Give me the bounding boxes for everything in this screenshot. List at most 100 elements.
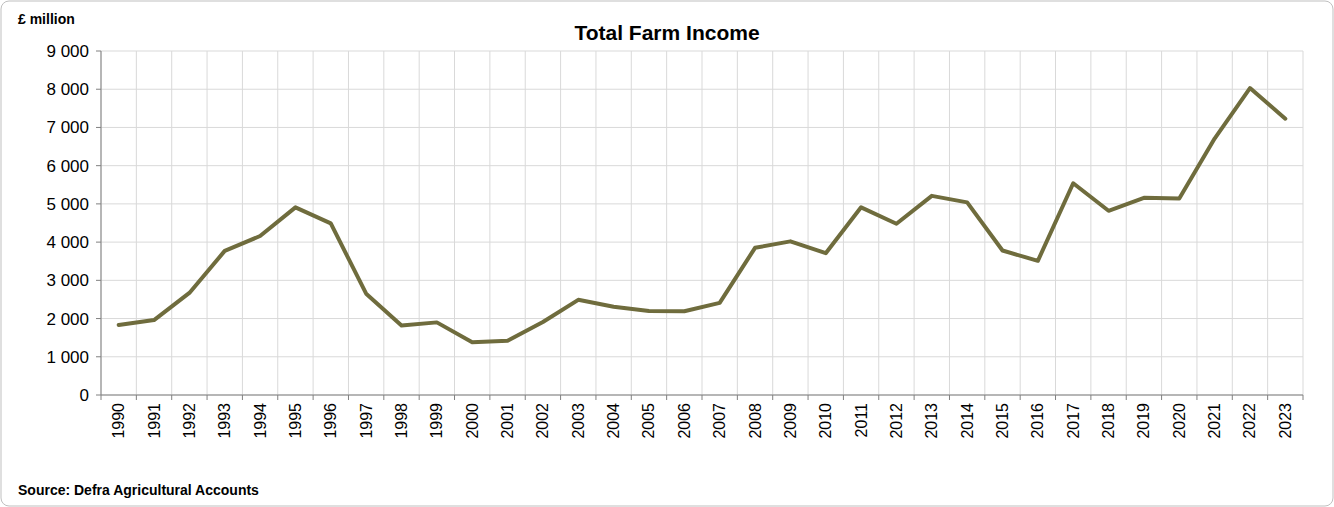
x-gridline bbox=[136, 51, 137, 395]
x-tick-label: 2004 bbox=[605, 403, 622, 439]
x-tick-label: 2019 bbox=[1135, 403, 1152, 439]
y-tick-label: 8 000 bbox=[46, 80, 89, 99]
y-tick-label: 2 000 bbox=[46, 310, 89, 329]
x-tick bbox=[808, 395, 809, 400]
x-gridline bbox=[772, 51, 773, 395]
x-tick-label: 2003 bbox=[570, 403, 587, 439]
x-tick bbox=[843, 395, 844, 400]
data-line bbox=[119, 88, 1286, 342]
x-tick-label: 2014 bbox=[959, 403, 976, 439]
x-gridline bbox=[207, 51, 208, 395]
x-tick bbox=[1196, 395, 1197, 400]
x-tick bbox=[101, 395, 102, 400]
x-tick-label: 1998 bbox=[393, 403, 410, 439]
x-tick bbox=[772, 395, 773, 400]
x-tick bbox=[1267, 395, 1268, 400]
x-gridline bbox=[419, 51, 420, 395]
x-gridline bbox=[1020, 51, 1021, 395]
x-tick bbox=[525, 395, 526, 400]
x-tick-label: 2021 bbox=[1206, 403, 1223, 439]
x-gridline bbox=[1090, 51, 1091, 395]
x-gridline bbox=[914, 51, 915, 395]
y-tick-label: 3 000 bbox=[46, 271, 89, 290]
x-tick-label: 2017 bbox=[1065, 403, 1082, 439]
y-gridline bbox=[101, 127, 1303, 128]
x-tick bbox=[136, 395, 137, 400]
y-gridline bbox=[101, 356, 1303, 357]
x-tick-label: 2015 bbox=[994, 403, 1011, 439]
x-tick-label: 2009 bbox=[782, 403, 799, 439]
x-gridline bbox=[383, 51, 384, 395]
y-gridline bbox=[101, 165, 1303, 166]
x-gridline bbox=[702, 51, 703, 395]
x-tick-label: 2000 bbox=[464, 403, 481, 439]
x-tick-label: 2006 bbox=[676, 403, 693, 439]
y-tick-label: 7 000 bbox=[46, 118, 89, 137]
x-gridline bbox=[1303, 51, 1304, 395]
y-tick-label: 6 000 bbox=[46, 157, 89, 176]
x-tick bbox=[631, 395, 632, 400]
x-tick bbox=[666, 395, 667, 400]
x-tick bbox=[1126, 395, 1127, 400]
y-tick bbox=[96, 395, 101, 396]
x-gridline bbox=[525, 51, 526, 395]
y-tick-label: 1 000 bbox=[46, 348, 89, 367]
x-gridline bbox=[454, 51, 455, 395]
x-tick bbox=[595, 395, 596, 400]
x-tick-label: 1994 bbox=[252, 403, 269, 439]
x-gridline bbox=[1232, 51, 1233, 395]
x-gridline bbox=[843, 51, 844, 395]
x-tick-label: 1995 bbox=[287, 403, 304, 439]
x-tick-label: 1997 bbox=[358, 403, 375, 439]
x-gridline bbox=[1196, 51, 1197, 395]
x-tick bbox=[1055, 395, 1056, 400]
title: Total Farm Income bbox=[574, 21, 759, 44]
y-tick-label: 4 000 bbox=[46, 233, 89, 252]
y-gridline bbox=[101, 280, 1303, 281]
y-tick bbox=[96, 165, 101, 166]
y-gridline bbox=[101, 89, 1303, 90]
y-gridline bbox=[101, 242, 1303, 243]
y-tick bbox=[96, 51, 101, 52]
y-tick-label: 5 000 bbox=[46, 195, 89, 214]
x-tick bbox=[454, 395, 455, 400]
x-tick-label: 2011 bbox=[853, 403, 870, 438]
x-tick bbox=[1303, 395, 1304, 400]
x-tick bbox=[914, 395, 915, 400]
x-gridline bbox=[348, 51, 349, 395]
x-tick-label: 1991 bbox=[146, 403, 163, 439]
x-tick-label: 2002 bbox=[534, 403, 551, 439]
chart-border bbox=[1, 1, 1333, 506]
x-tick-label: 2012 bbox=[888, 403, 905, 439]
x-tick bbox=[1232, 395, 1233, 400]
x-tick-label: 2008 bbox=[747, 403, 764, 439]
x-tick bbox=[171, 395, 172, 400]
x-tick bbox=[1090, 395, 1091, 400]
x-tick-label: 2020 bbox=[1171, 403, 1188, 439]
x-tick bbox=[737, 395, 738, 400]
x-gridline bbox=[171, 51, 172, 395]
x-tick-label: 1999 bbox=[428, 403, 445, 439]
y-axis-label: £ million bbox=[18, 11, 75, 27]
plot-area bbox=[119, 88, 1286, 342]
y-tick bbox=[96, 89, 101, 90]
x-tick-label: 1996 bbox=[322, 403, 339, 439]
x-gridline bbox=[313, 51, 314, 395]
x-tick bbox=[348, 395, 349, 400]
x-tick bbox=[1020, 395, 1021, 400]
source-note: Source: Defra Agricultural Accounts bbox=[18, 482, 259, 498]
y-tick bbox=[96, 280, 101, 281]
y-axis bbox=[101, 51, 102, 395]
y-tick bbox=[96, 356, 101, 357]
x-gridline bbox=[560, 51, 561, 395]
x-tick bbox=[383, 395, 384, 400]
x-gridline bbox=[949, 51, 950, 395]
x-tick-label: 2023 bbox=[1277, 403, 1294, 439]
x-tick-label: 2022 bbox=[1241, 403, 1258, 439]
x-tick bbox=[277, 395, 278, 400]
x-tick bbox=[313, 395, 314, 400]
x-tick-label: 2018 bbox=[1100, 403, 1117, 439]
x-tick-label: 2005 bbox=[640, 403, 657, 439]
x-gridline bbox=[101, 51, 102, 395]
y-tick bbox=[96, 127, 101, 128]
